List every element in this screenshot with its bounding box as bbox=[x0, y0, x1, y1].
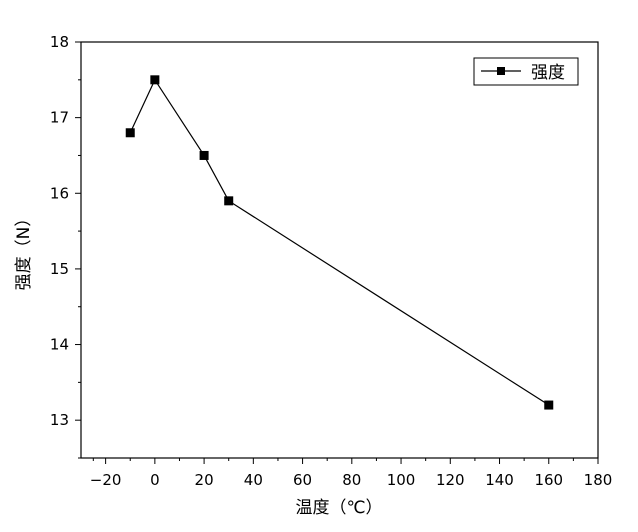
x-tick-label: −20 bbox=[90, 471, 122, 489]
y-tick-label: 14 bbox=[50, 336, 69, 354]
x-tick-label: 0 bbox=[150, 471, 160, 489]
data-point bbox=[224, 196, 234, 206]
x-tick-label: 40 bbox=[244, 471, 263, 489]
plot-frame bbox=[80, 41, 599, 459]
x-tick-label: 20 bbox=[195, 471, 214, 489]
x-tick-label: 180 bbox=[584, 471, 613, 489]
y-tick-label: 18 bbox=[50, 33, 69, 51]
x-tick-label: 60 bbox=[293, 471, 312, 489]
legend: 强度 bbox=[473, 57, 579, 86]
x-tick-label: 120 bbox=[436, 471, 465, 489]
data-point bbox=[150, 75, 160, 85]
x-tick-label: 80 bbox=[342, 471, 361, 489]
ticks: −20 0 20 40 60 80 100 120 140 160 180 13 14 15 16 17 18 bbox=[50, 33, 612, 489]
data-point bbox=[544, 400, 554, 410]
x-tick-label: 140 bbox=[485, 471, 514, 489]
series-line bbox=[129, 78, 550, 406]
y-tick-label: 17 bbox=[50, 109, 69, 127]
y-tick-label: 15 bbox=[50, 260, 69, 278]
x-tick-label: 100 bbox=[387, 471, 416, 489]
data-point bbox=[125, 128, 135, 138]
y-axis-label: 强度（N） bbox=[14, 210, 34, 291]
y-tick-label: 13 bbox=[50, 411, 69, 429]
x-tick-label: 160 bbox=[534, 471, 563, 489]
legend-marker bbox=[497, 67, 505, 75]
y-tick-label: 16 bbox=[50, 184, 69, 202]
series bbox=[125, 75, 554, 410]
data-point bbox=[199, 150, 209, 160]
x-axis-label: 温度（℃） bbox=[295, 498, 382, 518]
legend-label: 强度 bbox=[531, 63, 565, 83]
